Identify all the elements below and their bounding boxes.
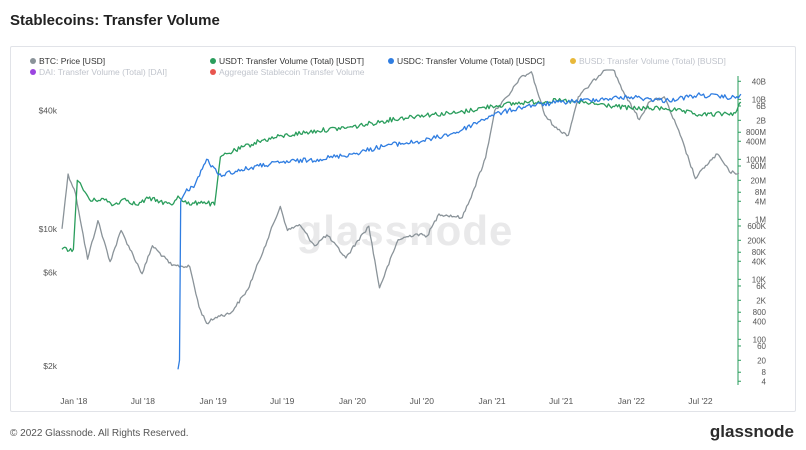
left-tick-label: $10k <box>39 224 58 234</box>
legend-dot-icon <box>210 57 216 64</box>
legend-dot-icon <box>570 57 576 64</box>
legend-item-busd-volume[interactable]: BUSD: Transfer Volume (Total) [BUSD] <box>570 55 726 66</box>
right-tick-label: 6K <box>756 282 766 291</box>
legend-label: BUSD: Transfer Volume (Total) [BUSD] <box>579 55 726 66</box>
legend-dot-icon <box>30 68 36 75</box>
x-tick-label: Jan '20 <box>339 396 366 406</box>
right-tick-label: 60M <box>750 162 766 171</box>
right-tick-label: 40B <box>752 77 766 86</box>
right-tick-label: 80K <box>752 248 767 257</box>
legend-item-aggregate-volume[interactable]: Aggregate Stablecoin Transfer Volume <box>210 66 365 77</box>
right-tick-label: 40K <box>752 257 767 266</box>
right-tick-label: 800M <box>746 128 766 137</box>
right-tick-label: 20 <box>757 356 766 365</box>
right-tick-label: 4 <box>762 377 767 386</box>
legend-dot-icon <box>388 57 394 64</box>
legend-label: DAI: Transfer Volume (Total) [DAI] <box>39 66 168 77</box>
x-tick-label: Jan '18 <box>60 396 87 406</box>
right-tick-label: 600K <box>747 222 766 231</box>
left-tick-label: $6k <box>43 267 57 277</box>
right-tick-label: 20M <box>750 176 766 185</box>
legend-item-btc-price[interactable]: BTC: Price [USD] <box>30 55 105 66</box>
x-tick-label: Jul '20 <box>410 396 435 406</box>
right-tick-label: 10K <box>752 275 767 284</box>
chart-title: Stablecoins: Transfer Volume <box>10 12 220 29</box>
right-tick-label: 200K <box>747 236 766 245</box>
x-tick-label: Jul '22 <box>688 396 713 406</box>
watermark: glassnode <box>297 207 514 254</box>
x-axis: Jan '18 Jul '18 Jan '19 Jul '19 Jan '20 Jul '… <box>60 396 713 406</box>
right-tick-label: 8 <box>762 368 767 377</box>
x-tick-label: Jan '21 <box>478 396 505 406</box>
right-tick-label: 6B <box>756 102 766 111</box>
left-axis: $40k $10k $6k $2k <box>39 106 58 371</box>
x-tick-label: Jul '21 <box>549 396 574 406</box>
right-tick-label: 2B <box>756 116 766 125</box>
footer-copyright: © 2022 Glassnode. All Rights Reserved. <box>10 428 189 439</box>
right-tick-label: 60 <box>757 342 766 351</box>
legend-label: Aggregate Stablecoin Transfer Volume <box>219 66 365 77</box>
series-line-usdt-volume <box>61 97 742 253</box>
right-tick-label: 4M <box>755 197 766 206</box>
right-tick-label: 1M <box>755 215 766 224</box>
x-tick-label: Jul '19 <box>270 396 295 406</box>
legend-label: USDC: Transfer Volume (Total) [USDC] <box>397 55 545 66</box>
series-line-btc-price <box>61 69 740 325</box>
left-tick-label: $40k <box>39 106 58 116</box>
legend-item-dai-volume[interactable]: DAI: Transfer Volume (Total) [DAI] <box>30 66 167 77</box>
legend-item-usdc-volume[interactable]: USDC: Transfer Volume (Total) [USDC] <box>388 55 545 66</box>
legend-label: BTC: Price [USD] <box>39 55 106 66</box>
right-tick-label: 400M <box>746 137 766 146</box>
legend-label: USDT: Transfer Volume (Total) [USDT] <box>219 55 365 66</box>
footer-logo: glassnode <box>709 422 794 441</box>
legend-dot-icon <box>30 57 36 64</box>
series-line-usdc-volume <box>177 92 742 370</box>
right-tick-label: 8M <box>755 188 766 197</box>
x-tick-label: Jul '18 <box>131 396 156 406</box>
series-lines <box>61 69 742 370</box>
right-tick-label: 400 <box>753 317 767 326</box>
right-tick-label: 10B <box>752 95 766 104</box>
right-tick-label: 100 <box>753 335 767 344</box>
legend-dot-icon <box>210 68 216 75</box>
right-tick-label: 2K <box>756 296 766 305</box>
x-tick-label: Jan '22 <box>618 396 645 406</box>
right-tick-label: 800 <box>753 308 767 317</box>
right-tick-label: 100M <box>746 155 766 164</box>
legend-item-usdt-volume[interactable]: USDT: Transfer Volume (Total) [USDT] <box>210 55 364 66</box>
left-tick-label: $2k <box>43 361 57 371</box>
chart-panel <box>10 46 796 412</box>
x-tick-label: Jan '19 <box>200 396 227 406</box>
